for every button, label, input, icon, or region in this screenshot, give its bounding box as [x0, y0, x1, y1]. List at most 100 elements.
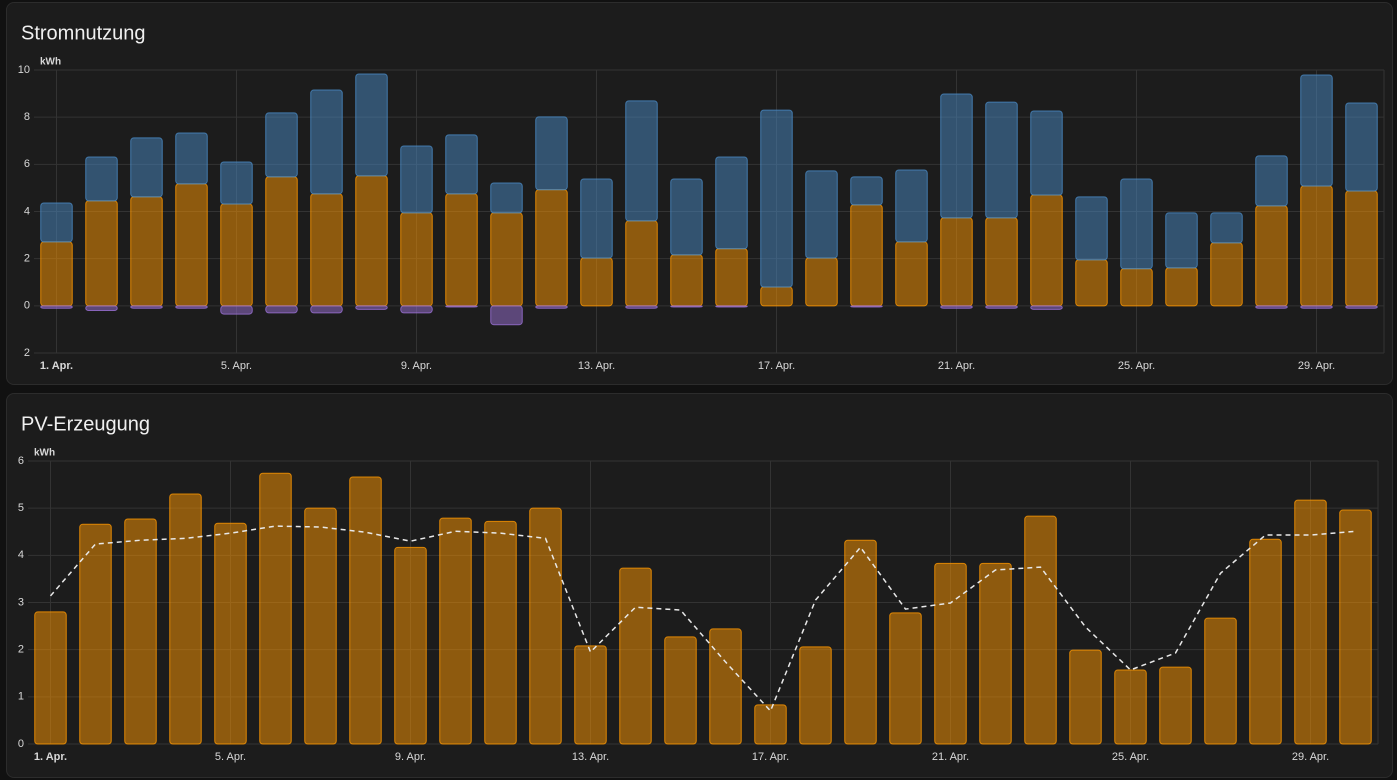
bar — [394, 546, 427, 745]
x-tick-label: 9. Apr. — [395, 751, 426, 763]
bar — [1030, 305, 1063, 310]
bar — [1114, 669, 1147, 745]
chart: Stromnutzung kWh 2 0 2 4 6 8 10 1. Apr. 5. Apr. 9. … — [18, 22, 1385, 372]
bar — [265, 176, 298, 307]
bar — [1255, 205, 1288, 307]
x-tick-label: 21. Apr. — [932, 751, 969, 763]
bar — [85, 200, 118, 307]
bar — [535, 116, 568, 191]
bar — [355, 175, 388, 307]
chart-title: Stromnutzung — [21, 22, 146, 44]
bar — [439, 517, 472, 745]
bar — [355, 305, 388, 310]
x-tick-label: 29. Apr. — [1292, 751, 1329, 763]
bar — [130, 196, 163, 307]
bar — [40, 202, 73, 243]
x-tick-label: 17. Apr. — [758, 360, 795, 372]
bar — [1300, 74, 1333, 187]
bar — [664, 636, 697, 745]
bar — [940, 217, 973, 307]
bar — [625, 220, 658, 307]
bar — [940, 93, 973, 219]
y-tick-label: 6 — [18, 455, 24, 467]
x-tick-label: 25. Apr. — [1118, 360, 1155, 372]
bar — [175, 132, 208, 185]
bar — [1030, 110, 1063, 196]
bar — [1300, 185, 1333, 307]
bar — [670, 254, 703, 307]
y-tick-label: 2 — [24, 253, 30, 265]
bar — [445, 193, 478, 307]
y-tick-label: 4 — [24, 205, 30, 217]
bar — [1165, 267, 1198, 307]
bar — [895, 241, 928, 307]
y-tick-label: 2 — [24, 347, 30, 359]
bar — [220, 305, 253, 315]
bar — [490, 182, 523, 214]
x-tick-label: 17. Apr. — [752, 751, 789, 763]
bar — [85, 305, 118, 312]
bar — [349, 476, 382, 745]
bar — [619, 567, 652, 745]
bar — [844, 539, 877, 745]
bar — [1120, 178, 1153, 270]
card: PV-Erzeugung kWh 0 1 2 3 4 5 6 1. Apr. 5. Apr. 9. A… — [6, 393, 1393, 778]
bar — [484, 520, 517, 745]
bar — [535, 305, 568, 309]
bar — [799, 646, 832, 745]
bar — [304, 507, 337, 745]
bar — [1345, 190, 1378, 307]
bar — [670, 305, 703, 308]
bar — [85, 156, 118, 202]
chart: PV-Erzeugung kWh 0 1 2 3 4 5 6 1. Apr. 5. Apr. 9. A… — [18, 413, 1379, 763]
bar — [1210, 242, 1243, 307]
bar — [670, 178, 703, 256]
bar — [895, 169, 928, 243]
bar — [754, 704, 787, 745]
y-tick-label: 8 — [24, 111, 30, 123]
bar — [529, 507, 562, 745]
bar — [979, 562, 1012, 745]
bar — [1120, 268, 1153, 307]
bar — [1339, 509, 1372, 745]
bar — [265, 305, 298, 314]
bar — [1204, 617, 1237, 745]
bar — [34, 611, 67, 745]
bar — [265, 112, 298, 178]
bar — [715, 248, 748, 307]
bar — [310, 193, 343, 307]
bar — [400, 305, 433, 314]
bar — [130, 305, 163, 309]
bar — [715, 305, 748, 308]
y-tick-label: 3 — [18, 596, 24, 608]
bar — [985, 101, 1018, 219]
bar — [220, 203, 253, 307]
bar — [40, 241, 73, 307]
bar — [1030, 194, 1063, 307]
bar — [490, 212, 523, 307]
bar — [175, 183, 208, 307]
bar — [220, 161, 253, 205]
bar — [625, 100, 658, 222]
bar — [310, 305, 343, 314]
bar — [535, 189, 568, 307]
bar — [1024, 515, 1057, 745]
bar — [1075, 259, 1108, 307]
y-axis-unit: kWh — [40, 57, 61, 68]
bar — [175, 305, 208, 309]
bar — [490, 305, 523, 326]
forecast-line — [49, 525, 1356, 713]
bar — [310, 89, 343, 195]
bar — [124, 518, 157, 745]
x-tick-label: 5. Apr. — [221, 360, 252, 372]
bar — [580, 178, 613, 259]
y-tick-label: 1 — [18, 691, 24, 703]
bar — [574, 645, 607, 745]
bar — [760, 109, 793, 288]
bar — [1075, 196, 1108, 261]
x-tick-label: 1. Apr. — [40, 360, 73, 372]
bar — [1159, 666, 1192, 745]
bar — [1249, 538, 1282, 745]
bar — [850, 204, 883, 307]
